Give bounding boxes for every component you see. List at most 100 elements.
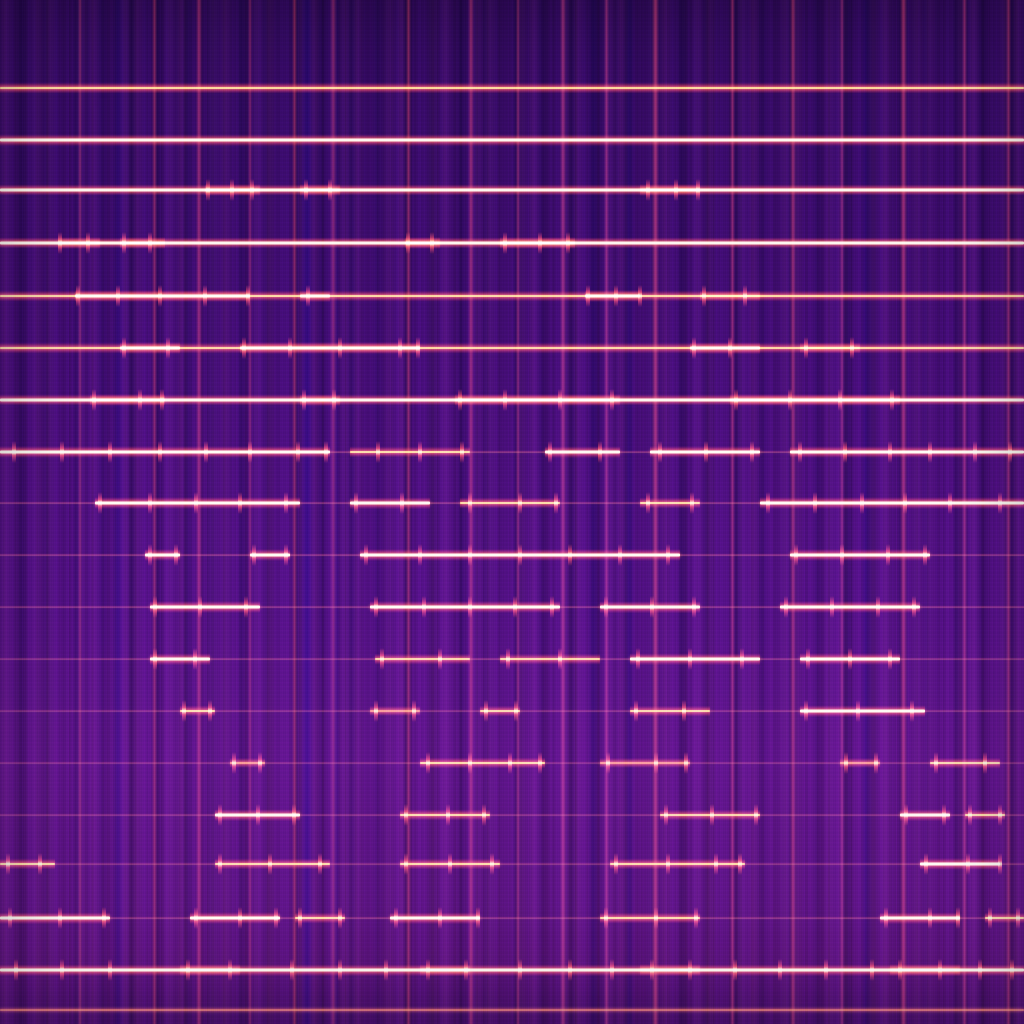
note-segment-core xyxy=(840,762,880,764)
note-onset-transient xyxy=(794,544,798,566)
note-segment-core xyxy=(0,450,330,454)
note-onset-transient xyxy=(886,544,890,566)
note-onset-transient xyxy=(394,907,398,929)
note-onset-transient xyxy=(458,389,462,411)
note-onset-transient xyxy=(614,285,618,307)
note-onset-transient xyxy=(966,853,970,875)
note-onset-transient xyxy=(248,441,252,463)
note-onset-transient xyxy=(904,804,908,826)
time-silence-band xyxy=(300,0,314,1024)
note-onset-transient xyxy=(102,907,106,929)
note-onset-transient xyxy=(798,441,802,463)
note-onset-transient xyxy=(148,544,152,566)
note-onset-transient xyxy=(418,544,422,566)
time-energy-band xyxy=(560,0,566,1024)
note-onset-transient xyxy=(92,389,96,411)
note-segment-core xyxy=(0,916,110,920)
note-onset-transient xyxy=(60,959,64,981)
note-segment-core xyxy=(600,762,690,764)
note-onset-transient xyxy=(754,804,758,826)
note-onset-transient xyxy=(912,596,916,618)
note-onset-transient xyxy=(338,907,342,929)
note-onset-transient xyxy=(844,752,848,774)
time-energy-band xyxy=(790,0,796,1024)
note-onset-transient xyxy=(978,959,982,981)
note-onset-transient xyxy=(203,285,207,307)
time-energy-band xyxy=(604,0,609,1024)
note-onset-transient xyxy=(554,492,558,514)
note-onset-transient xyxy=(850,337,854,359)
time-energy-band xyxy=(406,0,411,1024)
note-onset-transient xyxy=(518,492,522,514)
note-onset-transient xyxy=(558,389,562,411)
note-segment-core xyxy=(120,346,180,350)
note-onset-transient xyxy=(258,752,262,774)
note-onset-transient xyxy=(153,596,157,618)
note-onset-transient xyxy=(426,959,430,981)
note-onset-transient xyxy=(654,907,658,929)
note-onset-transient xyxy=(738,853,742,875)
note-onset-transient xyxy=(404,853,408,875)
note-onset-transient xyxy=(664,804,668,826)
note-onset-transient xyxy=(426,752,430,774)
note-onset-transient xyxy=(122,337,126,359)
note-segment-core xyxy=(780,605,920,609)
note-onset-transient xyxy=(288,337,292,359)
note-onset-transient xyxy=(766,492,770,514)
note-segment-core xyxy=(145,553,180,557)
note-onset-transient xyxy=(688,648,692,670)
note-onset-transient xyxy=(506,648,510,670)
note-onset-transient xyxy=(246,285,250,307)
time-energy-band xyxy=(78,0,82,1024)
note-onset-transient xyxy=(638,285,642,307)
note-onset-transient xyxy=(843,441,847,463)
time-energy-band xyxy=(840,0,844,1024)
note-onset-transient xyxy=(14,959,18,981)
note-onset-transient xyxy=(682,700,686,722)
note-onset-transient xyxy=(614,853,618,875)
note-onset-transient xyxy=(186,959,190,981)
note-onset-transient xyxy=(988,907,992,929)
note-segment-core xyxy=(890,968,960,972)
note-onset-transient xyxy=(296,441,300,463)
note-onset-transient xyxy=(702,285,706,307)
note-onset-transient xyxy=(194,907,198,929)
note-segment-core xyxy=(920,862,1000,866)
note-segment-core xyxy=(190,916,280,920)
note-onset-transient xyxy=(158,441,162,463)
note-onset-transient xyxy=(888,441,892,463)
note-onset-transient xyxy=(646,492,650,514)
note-segment-core xyxy=(180,968,240,972)
note-onset-transient xyxy=(694,907,698,929)
note-onset-transient xyxy=(376,441,380,463)
note-onset-transient xyxy=(38,853,42,875)
note-onset-transient xyxy=(598,441,602,463)
note-onset-transient xyxy=(384,959,388,981)
note-segment-core xyxy=(300,294,330,298)
note-segment-core xyxy=(150,605,260,609)
note-segment-core xyxy=(350,501,430,505)
note-onset-transient xyxy=(354,492,358,514)
note-onset-transient xyxy=(364,544,368,566)
note-onset-transient xyxy=(148,232,152,254)
note-onset-transient xyxy=(538,232,542,254)
note-onset-transient xyxy=(856,700,860,722)
note-onset-transient xyxy=(430,232,434,254)
note-onset-transient xyxy=(218,804,222,826)
note-onset-transient xyxy=(518,544,522,566)
note-segment-core xyxy=(930,762,1000,764)
note-onset-transient xyxy=(404,804,408,826)
note-onset-transient xyxy=(448,853,452,875)
note-segment-core xyxy=(640,502,700,504)
note-onset-transient xyxy=(983,752,987,774)
note-onset-transient xyxy=(482,804,486,826)
note-onset-transient xyxy=(208,700,212,722)
note-onset-transient xyxy=(513,596,517,618)
note-segment-core xyxy=(730,398,900,402)
note-segment-core xyxy=(880,916,960,920)
note-segment-core xyxy=(610,863,745,865)
